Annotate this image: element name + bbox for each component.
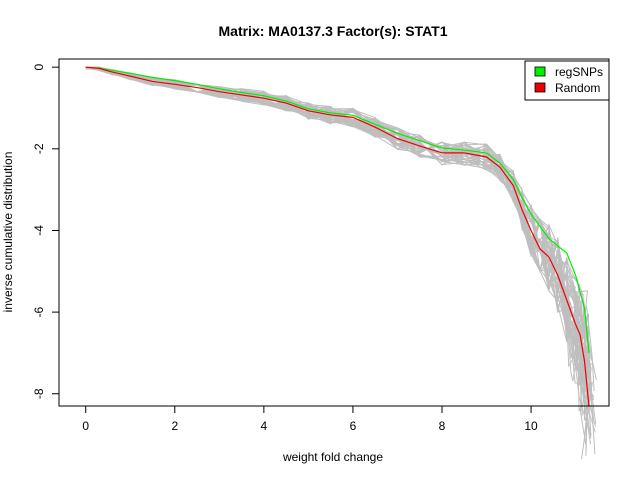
random-line	[85, 66, 590, 407]
y-axis-title: inverse cumulative distribution	[1, 152, 15, 313]
plot-frame	[58, 58, 610, 407]
x-tick-label: 6	[350, 419, 357, 433]
background-run-line	[85, 66, 595, 400]
x-tick-label: 8	[439, 419, 446, 433]
y-tick-label: -6	[32, 306, 46, 317]
plot-area	[85, 66, 597, 460]
y-tick-label: -8	[32, 388, 46, 399]
legend-label-random: Random	[555, 81, 600, 95]
chart-title: Matrix: MA0137.3 Factor(s): STAT1	[219, 23, 448, 39]
background-run-line	[85, 67, 592, 443]
legend-swatch-random	[534, 82, 546, 93]
regsnps-line	[85, 66, 590, 353]
background-run-line	[85, 66, 589, 451]
y-tick-label: 0	[32, 64, 46, 71]
background-run-line	[85, 66, 593, 460]
background-run-line	[85, 67, 596, 455]
y-tick-label: -2	[32, 143, 46, 154]
x-tick-label: 10	[524, 419, 538, 433]
y-tick-label: -4	[32, 225, 46, 236]
legend: regSNPs Random	[524, 60, 610, 101]
x-axis-title: weight fold change	[282, 450, 383, 464]
background-run-line	[85, 66, 590, 412]
background-run-line	[85, 66, 590, 456]
background-run-line	[85, 67, 588, 405]
background-run-line	[85, 66, 592, 445]
background-run-line	[85, 67, 587, 448]
axes: 0 2 4 6 8 10 0 -2 -4 -6 -8	[32, 58, 610, 433]
x-tick-label: 4	[261, 419, 268, 433]
x-tick-label: 2	[171, 419, 178, 433]
legend-swatch-regsnps	[534, 66, 546, 77]
x-tick-label: 0	[82, 419, 89, 433]
legend-label-regsnps: regSNPs	[555, 65, 603, 79]
